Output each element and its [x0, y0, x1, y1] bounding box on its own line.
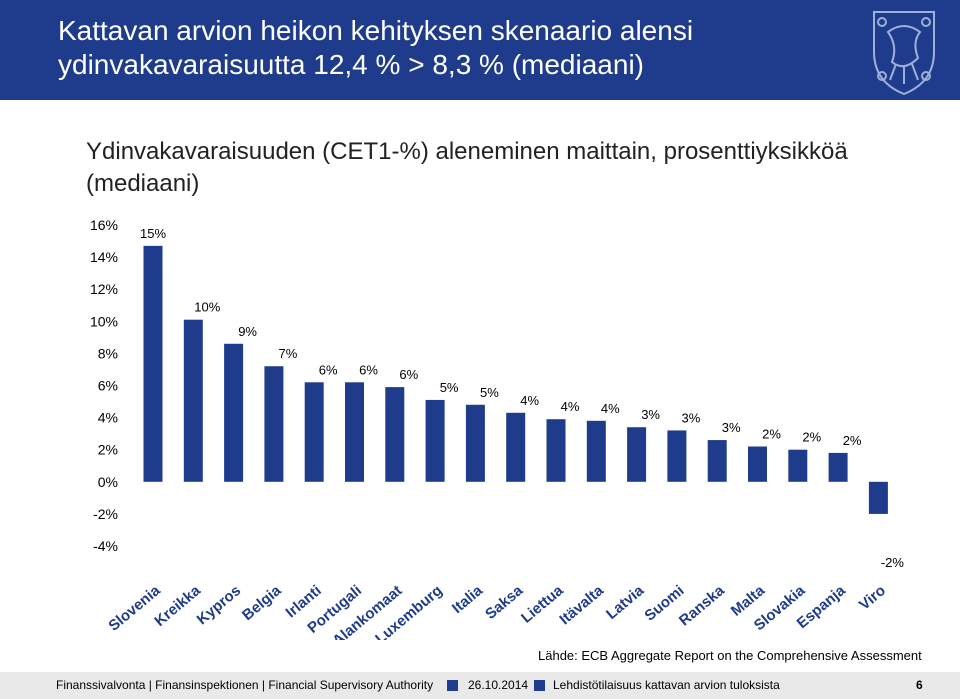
bar-chart: -4% -2% 0% 2% 4% 6% 8% 10% 12% 14% 16% 15% Slovenia 1…: [90, 217, 905, 640]
category-label: Slovenia: [105, 582, 164, 635]
data-label: 3%: [682, 410, 701, 425]
bar: [627, 427, 647, 482]
y-tick-label: 4%: [98, 410, 118, 426]
bar: [143, 245, 163, 482]
bar: [345, 382, 364, 482]
category-label: Italia: [449, 582, 487, 617]
footer-square-icon: [534, 680, 545, 691]
y-tick-label: 14%: [90, 249, 118, 265]
footer-topic: Lehdistötilaisuus kattavan arvion tuloks…: [553, 678, 780, 692]
slide-header: Kattavan arvion heikon kehityksen skenaa…: [0, 0, 960, 100]
footer-date: 26.10.2014: [468, 678, 529, 692]
data-label: 2%: [843, 433, 862, 448]
data-label: 6%: [359, 362, 378, 377]
category-label: Ranska: [676, 582, 728, 630]
lion-crest-icon: [873, 11, 935, 96]
data-label: 3%: [641, 407, 660, 422]
bar: [425, 399, 445, 482]
category-label: Belgia: [239, 582, 285, 624]
bar: [546, 419, 566, 482]
bar: [788, 449, 808, 482]
category-label: Itävalta: [556, 582, 607, 629]
category-label: Kreikka: [151, 582, 204, 630]
data-label: 4%: [561, 399, 580, 414]
data-label: 7%: [279, 346, 298, 361]
slide-title: Kattavan arvion heikon kehityksen skenaa…: [58, 15, 694, 80]
bar: [748, 446, 767, 482]
source-note: Lähde: ECB Aggregate Report on the Compr…: [538, 648, 922, 663]
bar: [828, 452, 848, 482]
y-tick-label: 8%: [98, 345, 118, 361]
y-tick-label: 0%: [98, 474, 118, 490]
bar: [586, 420, 606, 482]
y-tick-label: 2%: [98, 442, 118, 458]
category-label: Latvia: [603, 582, 648, 623]
data-label: 2%: [802, 430, 821, 445]
bar: [506, 412, 526, 482]
bar: [707, 440, 727, 482]
data-label: 2%: [762, 426, 781, 441]
footer-square-icon: [447, 680, 458, 691]
chart-subtitle: Ydinvakavaraisuuden (CET1-%) aleneminen …: [86, 138, 848, 197]
footer-organization: Finanssivalvonta | Finansinspektionen | …: [56, 678, 434, 692]
bar: [224, 343, 244, 482]
bar: [183, 319, 203, 482]
y-tick-label: 12%: [90, 281, 118, 297]
y-tick-label: 6%: [98, 378, 118, 394]
data-label: 9%: [238, 324, 257, 339]
page-number: 6: [916, 678, 923, 692]
slide-footer: Finanssivalvonta | Finansinspektionen | …: [0, 672, 960, 699]
y-tick-label: -2%: [93, 506, 118, 522]
bar: [264, 366, 284, 482]
data-label: 4%: [520, 393, 539, 408]
bar: [385, 387, 405, 482]
data-label: 3%: [722, 420, 741, 435]
data-label: 6%: [399, 367, 418, 382]
y-tick-label: -4%: [93, 538, 118, 554]
category-label: Kypros: [194, 582, 245, 628]
bar: [868, 481, 888, 514]
data-label: 4%: [601, 401, 620, 416]
bar: [667, 430, 687, 482]
bar: [465, 404, 485, 482]
data-label: 6%: [319, 362, 338, 377]
bar: [304, 382, 324, 482]
data-label: 5%: [480, 385, 499, 400]
data-label: 15%: [140, 226, 166, 241]
y-tick-label: 16%: [90, 217, 118, 233]
data-label: 10%: [194, 300, 220, 315]
category-label: Viro: [856, 582, 889, 614]
data-label: 5%: [440, 380, 459, 395]
data-label: -2%: [881, 555, 905, 570]
y-tick-label: 10%: [90, 313, 118, 329]
